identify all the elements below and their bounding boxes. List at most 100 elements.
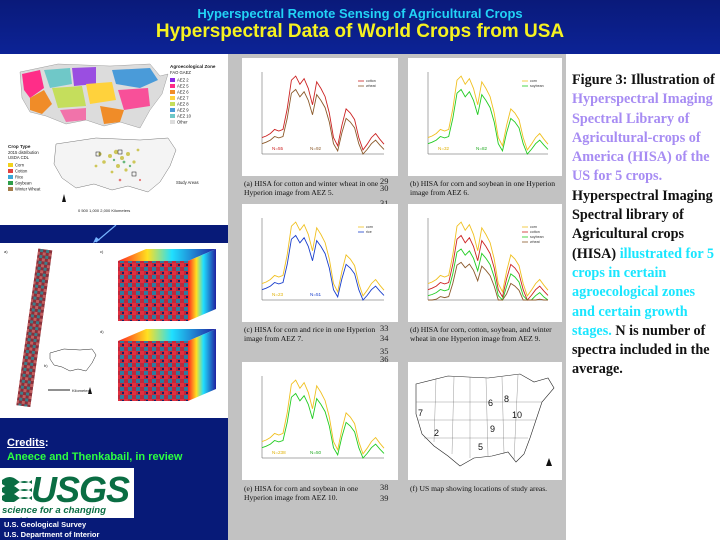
zone-legend-label: AEZ 7: [177, 96, 189, 101]
spectrum-series-line: [427, 221, 549, 297]
crop-legend-label: Cotton: [15, 169, 28, 174]
usgs-logo-text: USGS: [31, 469, 130, 510]
legend-crop-subtitle-1: 2015 distribution: [8, 150, 39, 155]
aez-us-map: [19, 63, 169, 129]
crop-swatch: [8, 187, 13, 191]
n-spectra-label: N=82: [476, 146, 488, 151]
data-cube-c: [118, 249, 216, 321]
plot-legend-label: cotton: [530, 230, 540, 234]
figure-black-text-2: N is number of spectra included in the a…: [572, 322, 710, 378]
supertitle: Hyperspectral Remote Sensing of Agricult…: [197, 6, 523, 21]
n-spectra-label: N=51: [310, 292, 322, 297]
usgs-tagline: science for a changing world: [2, 505, 106, 518]
line-number: 38: [380, 483, 389, 492]
data-cube-d: [118, 329, 216, 401]
plot-legend-label: corn: [530, 225, 537, 229]
zone-legend-label: AEZ 10: [177, 114, 192, 119]
zone-swatch: [170, 108, 175, 112]
spectrum-series-line: [261, 234, 385, 301]
study-areas-label: Study Areas: [176, 180, 199, 185]
line-number: 39: [380, 494, 389, 503]
subfigure-d-plot: corn cotton soybean wheat: [408, 204, 562, 322]
zone-swatch: [170, 120, 175, 124]
subfigure-c-plot: corn rice N=23 N=51: [242, 204, 398, 322]
zone-legend-label: AEZ 6: [177, 90, 189, 95]
spectrum-series-line: [427, 88, 549, 155]
zone-legend-label: AEZ 5: [177, 84, 189, 89]
caption-b: (b) HISA for corn and soybean in one Hyp…: [410, 179, 556, 198]
zone-legend-label: Other: [177, 120, 188, 125]
spectrum-series-line: [261, 392, 385, 459]
spectrum-series-line: [427, 234, 549, 301]
crop-swatch: [8, 169, 13, 173]
n-spectra-label: N=55: [272, 146, 284, 151]
usgs-logo: USGS science for a changing world: [0, 468, 134, 518]
plot-legend-label: wheat: [366, 84, 376, 88]
n-spectra-label: N=23: [272, 292, 284, 297]
legend-zone-title: Agroecological Zone: [170, 64, 216, 69]
figure-black-text-1: Hyperspectral Imaging Spectral library o…: [572, 187, 713, 262]
plot-legend-label: soybean: [530, 84, 544, 88]
legend-crop-title: Crop Type: [8, 144, 31, 149]
zone-swatch: [170, 84, 175, 88]
hyperion-strip: [16, 248, 53, 408]
cube-label-c: c): [100, 249, 104, 254]
agency-line-1: U.S. Geological Survey: [4, 520, 87, 529]
n-spectra-label: N=92: [310, 146, 322, 151]
plot-legend-label: soybean: [530, 235, 544, 239]
north-arrow-icon: [546, 458, 552, 466]
line-number: 35: [380, 347, 389, 356]
figure-label: Figure 3:: [572, 72, 628, 88]
map-scale-bar: 0 500 1,000 2,000 Kilometers: [78, 208, 130, 213]
spectral-plot-e: N=238 N=50: [261, 376, 385, 459]
subfigure-f-map: 7 6 8 10 9 2 5: [408, 362, 562, 480]
cube-label-d: d): [100, 329, 104, 334]
header-banner: Hyperspectral Remote Sensing of Agricult…: [0, 0, 720, 54]
figure-caption: Figure 3: Illustration of Hyperspectral …: [572, 71, 717, 380]
plot-legend-label: wheat: [530, 240, 540, 244]
hyperion-data-cube-panel: a): [0, 243, 228, 418]
subfigure-b-plot: corn soybean N=32 N=82: [408, 58, 562, 176]
plot-legend-label: cotton: [366, 79, 376, 83]
zone-swatch: [170, 90, 175, 94]
page-title: Hyperspectral Data of World Crops from U…: [155, 21, 565, 42]
figure-cyan-text: illustrated for 5 crops in certain agroe…: [572, 245, 715, 339]
crop-legend-label: Soybean: [15, 181, 32, 186]
spectrum-series-line: [261, 379, 385, 455]
map-label-10: 10: [512, 410, 522, 420]
agency-line-2: U.S. Department of Interior: [4, 530, 100, 539]
spectrum-series-line: [261, 75, 385, 151]
zone-swatch: [170, 102, 175, 106]
spectrum-series-line: [261, 88, 385, 155]
crop-us-map: [53, 137, 177, 193]
map-label-9: 9: [490, 424, 495, 434]
zone-legend-label: AEZ 8: [177, 102, 189, 107]
caption-d: (d) HISA for corn, cotton, soybean, and …: [410, 325, 552, 344]
north-arrow-icon: [62, 194, 66, 202]
legend-zone-subtitle: FAO GAEZ: [170, 70, 191, 75]
crop-swatch: [8, 163, 13, 167]
connector-arrow-icon: [93, 225, 117, 243]
crop-swatch: [8, 181, 13, 185]
study-area-us-map: 7 6 8 10 9 2 5: [415, 373, 555, 467]
line-number: 29: [380, 177, 389, 186]
caption-f: (f) US map showing locations of study ar…: [410, 484, 548, 493]
line-number: 36: [380, 355, 389, 364]
zone-swatch: [170, 114, 175, 118]
n-spectra-label: N=50: [310, 450, 322, 455]
crop-swatch: [8, 175, 13, 179]
map-label-2: 2: [434, 428, 439, 438]
plot-legend-label: corn: [366, 225, 373, 229]
spectrum-series-line: [427, 75, 549, 151]
n-spectra-label: N=238: [272, 450, 286, 455]
subfigure-grid: cotton wheat N=55 N=92 (a) HISA for cotton …: [228, 54, 566, 540]
line-number: 34: [380, 334, 389, 343]
crop-legend-label: Rice: [15, 175, 24, 180]
zone-swatch: [170, 96, 175, 100]
